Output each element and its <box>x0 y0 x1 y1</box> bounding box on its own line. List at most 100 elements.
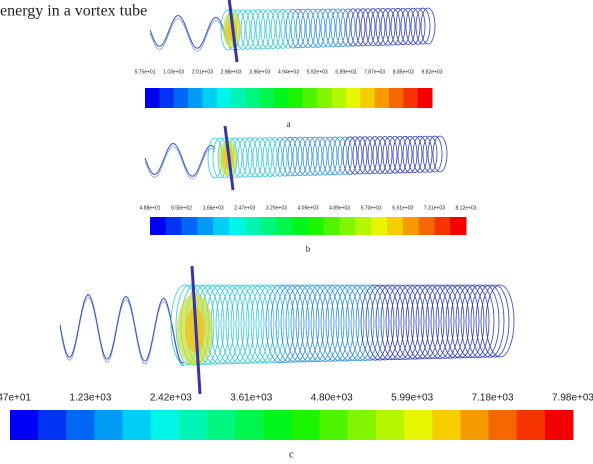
colorbar-cell <box>66 410 95 440</box>
colorbar-cell <box>348 410 377 440</box>
colorbar-label: 1.03e+03 <box>163 69 184 75</box>
colorbar-label: 4.47e+01 <box>0 393 31 404</box>
colorbar-cell <box>202 88 217 108</box>
colorbar-cell <box>229 217 245 235</box>
colorbar-label: 7.18e+03 <box>472 393 514 404</box>
colorbar-cell <box>432 410 461 440</box>
colorbar-label: 2.47e+03 <box>234 205 255 211</box>
inlet-streamlines <box>60 297 184 366</box>
colorbar-label: 6.89e+03 <box>335 69 356 75</box>
colorbar-label: 2.42e+03 <box>150 393 192 404</box>
colorbar-cell <box>94 410 123 440</box>
colorbar-cell <box>188 88 203 108</box>
colorbar-cell <box>235 410 264 440</box>
colorbar-label: 4.89e+03 <box>329 205 350 211</box>
colorbar-label: 8.85e+03 <box>393 69 414 75</box>
panel-label: c <box>289 449 294 461</box>
colorbar-cell <box>292 410 321 440</box>
colorbar-cell <box>274 88 289 108</box>
colorbar-label: 3.61e+03 <box>230 393 272 404</box>
colorbar-cell <box>517 410 546 440</box>
vortex-panel: 4.47e+01 1.23e+03 2.42e+03 3.61e+03 4.80e+03… <box>0 266 593 461</box>
colorbar-cell <box>145 88 160 108</box>
colorbar-cell <box>418 88 433 108</box>
colorbar-cell <box>179 410 208 440</box>
colorbar-cell <box>289 88 304 108</box>
colorbar-cell <box>434 217 450 235</box>
colorbar-label: 2.01e+03 <box>192 69 213 75</box>
caption: energy in a vortex tube <box>0 3 147 20</box>
colorbar-cell <box>308 217 324 235</box>
colorbar-label: 2.98e+03 <box>221 69 242 75</box>
colorbar-cell <box>276 217 292 235</box>
colorbar-cell <box>245 88 260 108</box>
colorbar-cell <box>159 88 174 108</box>
colorbar-label: 7.87e+03 <box>364 69 385 75</box>
colorbar-label: 5.75e+01 <box>135 69 156 75</box>
colorbar-cell <box>151 410 180 440</box>
vortex-panel: 5.75e+01 1.03e+03 2.01e+03 2.98e+03 3.96e+03… <box>135 0 443 129</box>
colorbar-label: 9.82e+03 <box>422 69 443 75</box>
colorbar-cell <box>317 88 332 108</box>
colorbar-cell <box>10 410 39 440</box>
colorbar-cell <box>489 410 518 440</box>
colorbar-cell <box>150 217 166 235</box>
colorbar-label: 3.96e+03 <box>249 69 270 75</box>
colorbar-cell <box>123 410 152 440</box>
colorbar-cell <box>174 88 189 108</box>
colorbar-cell <box>261 217 277 235</box>
colorbar-cell <box>324 217 340 235</box>
colorbar-cell <box>450 217 466 235</box>
colorbar-cell <box>355 217 371 235</box>
colorbar-cell <box>375 88 390 108</box>
page: 4.47e+01 1.23e+03 2.42e+03 3.61e+03 4.80e+03… <box>0 0 593 464</box>
colorbar-label: 4.94e+03 <box>278 69 299 75</box>
colorbar-cell <box>376 410 405 440</box>
colorbar-cell <box>182 217 198 235</box>
colorbar-label: 5.92e+03 <box>307 69 328 75</box>
colorbar-cell <box>460 410 489 440</box>
colorbar-cell <box>217 88 232 108</box>
colorbar-label: 6.51e+03 <box>392 205 413 211</box>
colorbar-cell <box>403 217 419 235</box>
colorbar-cell <box>545 410 574 440</box>
colorbar-cell <box>292 217 308 235</box>
colorbar-cell <box>38 410 67 440</box>
colorbar-cell <box>231 88 246 108</box>
colorbar-label: 4.80e+03 <box>311 393 353 404</box>
colorbar-cell <box>360 88 375 108</box>
colorbar-label: 3.29e+03 <box>266 205 287 211</box>
colorbar-label: 8.12e+03 <box>456 205 477 211</box>
colorbar-cell <box>404 410 433 440</box>
figure: 4.47e+01 1.23e+03 2.42e+03 3.61e+03 4.80e+03… <box>0 0 593 464</box>
colorbar-cell <box>371 217 387 235</box>
colorbar-cell <box>207 410 236 440</box>
colorbar-cell <box>320 410 349 440</box>
colorbar-label: 1.23e+03 <box>69 393 111 404</box>
vortex-panel: 4.88e+01 8.58e+02 1.66e+03 2.47e+03 3.29e+03… <box>140 126 477 254</box>
colorbar-cell <box>403 88 418 108</box>
colorbar-cell <box>303 88 318 108</box>
colorbar-cell <box>245 217 261 235</box>
colorbar-label: 4.09e+03 <box>298 205 319 211</box>
colorbar-cell <box>340 217 356 235</box>
panel-label: a <box>287 119 291 129</box>
colorbar-label: 1.66e+03 <box>203 205 224 211</box>
colorbar-label: 7.98e+03 <box>552 393 593 404</box>
inlet-streamlines <box>145 143 215 176</box>
colorbar-cell <box>260 88 275 108</box>
colorbar-label: 7.31e+03 <box>424 205 445 211</box>
colorbar-cell <box>346 88 361 108</box>
colorbar-cell <box>197 217 213 235</box>
colorbar-cell <box>419 217 435 235</box>
colorbar-label: 5.99e+03 <box>391 393 433 404</box>
colorbar-cell <box>389 88 404 108</box>
colorbar-cell <box>213 217 229 235</box>
colorbar-label: 5.70e+03 <box>361 205 382 211</box>
colorbar-cell <box>332 88 347 108</box>
colorbar-label: 8.58e+02 <box>171 205 192 211</box>
panel-label: b <box>306 244 311 254</box>
colorbar-cell <box>387 217 403 235</box>
colorbar-cell <box>166 217 182 235</box>
colorbar-label: 4.88e+01 <box>140 205 161 211</box>
